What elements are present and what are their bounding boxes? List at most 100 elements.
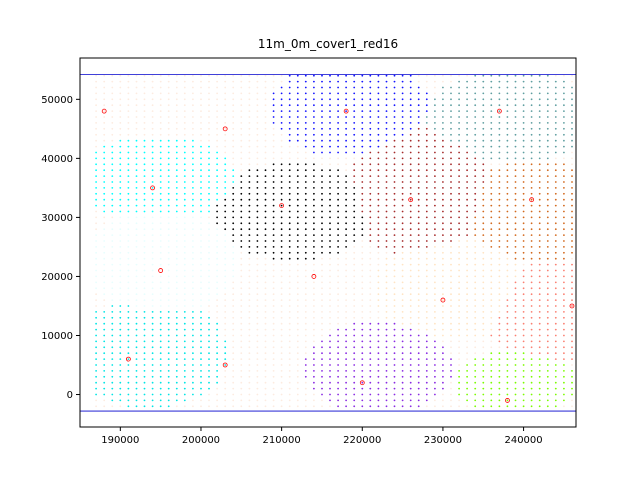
grid-cell [127, 74, 130, 77]
grid-cell [183, 127, 186, 130]
grid-cell [450, 305, 452, 307]
grid-cell [563, 122, 565, 124]
grid-cell [417, 287, 420, 290]
grid-cell [240, 198, 243, 201]
grid-cell [530, 316, 533, 319]
grid-cell [329, 305, 331, 307]
grid-cell [377, 163, 380, 166]
grid-cell [490, 405, 493, 408]
grid-cell [361, 127, 364, 130]
grid-cell [175, 210, 178, 213]
grid-cell [409, 370, 412, 372]
grid-cell [175, 246, 178, 248]
grid-cell [280, 387, 283, 390]
grid-cell [458, 287, 460, 290]
grid-cell [224, 393, 227, 396]
grid-cell [264, 139, 267, 142]
grid-cell [369, 122, 372, 124]
grid-cell [313, 322, 315, 325]
grid-cell [522, 198, 525, 201]
grid-cell [103, 192, 106, 195]
grid-cell [304, 375, 307, 378]
grid-cell [127, 228, 130, 231]
grid-cell [200, 316, 202, 319]
grid-cell [183, 387, 186, 390]
grid-cell [458, 246, 460, 248]
grid-cell [563, 187, 565, 189]
grid-cell [458, 210, 460, 213]
grid-cell [248, 375, 251, 378]
center-point [222, 362, 228, 368]
grid-cell [111, 74, 114, 77]
grid-cell [361, 175, 364, 178]
grid-cell [417, 228, 420, 231]
grid-cell [345, 86, 347, 89]
grid-cell [434, 157, 436, 160]
grid-cell [474, 322, 477, 325]
grid-cell [167, 222, 170, 225]
grid-cell [208, 133, 210, 136]
grid-cell [95, 405, 97, 408]
grid-cell [135, 181, 138, 183]
grid-cell [127, 116, 130, 118]
grid-cell [288, 393, 291, 396]
grid-cell [409, 74, 412, 77]
grid-cell [119, 92, 122, 95]
grid-cell [240, 340, 243, 343]
grid-cell [175, 393, 178, 396]
grid-cell [563, 381, 565, 384]
grid-cell [369, 86, 372, 89]
grid-cell [208, 375, 210, 378]
grid-cell [216, 163, 219, 166]
grid-cell [554, 151, 557, 154]
grid-cell [538, 163, 541, 166]
grid-cell [377, 275, 380, 278]
grid-cell [337, 240, 339, 242]
grid-cell [151, 263, 154, 266]
grid-cell [490, 293, 493, 296]
grid-cell [208, 387, 210, 390]
grid-cell [571, 151, 573, 154]
grid-cell [127, 340, 130, 343]
grid-cell [151, 169, 154, 172]
grid-cell [159, 192, 162, 195]
grid-cell [361, 169, 364, 172]
grid-cell [546, 204, 549, 207]
grid-cell [506, 110, 509, 112]
grid-cell [159, 334, 162, 337]
grid-cell [385, 98, 388, 101]
grid-cell [450, 381, 452, 384]
grid-cell [135, 311, 138, 313]
grid-cell [288, 281, 291, 284]
grid-cell [256, 175, 259, 178]
grid-cell [498, 251, 501, 254]
grid-cell [304, 92, 307, 95]
grid-cell [248, 281, 251, 284]
grid-cell [240, 352, 243, 355]
grid-cell [135, 352, 138, 355]
grid-cell [256, 257, 259, 260]
grid-cell [232, 375, 235, 378]
grid-cell [159, 322, 162, 325]
grid-cell [151, 346, 154, 349]
grid-cell [369, 328, 372, 331]
grid-cell [167, 74, 170, 77]
grid-cell [111, 104, 114, 107]
grid-cell [159, 358, 162, 360]
grid-cell [103, 216, 106, 219]
grid-cell [167, 358, 170, 360]
grid-cell [127, 127, 130, 130]
grid-cell [240, 187, 243, 189]
grid-cell [216, 228, 219, 231]
grid-cell [119, 127, 122, 130]
grid-cell [200, 198, 202, 201]
grid-cell [280, 246, 283, 248]
grid-cell [127, 204, 130, 207]
grid-cell [361, 287, 364, 290]
grid-cell [538, 381, 541, 384]
grid-cell [175, 263, 178, 266]
grid-cell [143, 399, 146, 402]
grid-cell [135, 110, 138, 112]
grid-cell [458, 352, 460, 355]
grid-cell [175, 198, 178, 201]
